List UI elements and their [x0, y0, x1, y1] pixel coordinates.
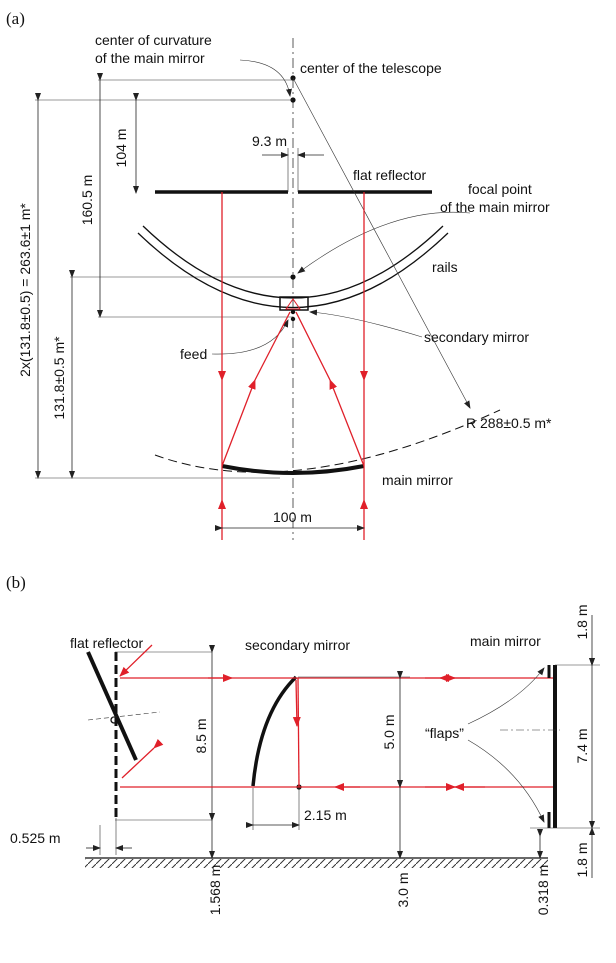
dim-50-label: 5.0 m — [381, 714, 397, 749]
feed-label: feed — [180, 346, 207, 362]
panel-b: (b) flat reflector 0.525 m 8.5 m 1.568 m… — [6, 573, 600, 915]
flat-reflector-b-label: flat reflector — [70, 635, 143, 651]
secondary-cabin — [279, 296, 309, 311]
dim-0318-label: 0.318 m — [535, 865, 551, 916]
ray-b-focus-arrow — [292, 679, 301, 727]
dim-263-label: 2x(131.8±0.5) = 263.6±1 m* — [17, 203, 33, 377]
ray-a-up-left-2 — [254, 311, 291, 381]
panel-a-label: (a) — [6, 9, 25, 28]
dim-1568-label: 1.568 m — [207, 865, 223, 916]
flaps-leader-bottom — [467, 739, 545, 823]
curvature-leader — [239, 59, 292, 97]
center-curvature-label-2: of the main mirror — [95, 50, 205, 66]
flat-reflector-label: flat reflector — [353, 167, 426, 183]
main-mirror-b-label: main mirror — [470, 633, 541, 649]
panel-a: (a) center of curvature of the main mirr… — [6, 9, 552, 540]
dim-104-label: 104 m — [113, 129, 129, 168]
rail-lower — [142, 225, 444, 299]
secondary-b-label: secondary mirror — [245, 637, 350, 653]
telescope-center-label: center of the telescope — [300, 60, 442, 76]
flaps-label: “flaps” — [425, 725, 464, 741]
dim-131-label: 131.8±0.5 m* — [51, 336, 67, 420]
secondary-cone — [285, 298, 301, 310]
radius-label: R 288±0.5 m* — [466, 415, 552, 431]
rails-label: rails — [432, 259, 458, 275]
secondary-point — [290, 316, 296, 322]
focal-leader — [297, 211, 471, 274]
flat-reflector-tilted — [86, 651, 138, 761]
main-mirror — [221, 464, 365, 475]
dim-9-3-label: 9.3 m — [252, 133, 287, 149]
ray-b-out-bottom — [121, 738, 164, 779]
secondary-mirror-curve — [251, 675, 298, 787]
panel-b-label: (b) — [6, 573, 26, 592]
curvature-circle — [154, 409, 501, 473]
dim-18-bottom-label: 1.8 m — [574, 842, 590, 877]
dim-74-label: 7.4 m — [574, 728, 590, 763]
ray-b-focus — [297, 677, 300, 788]
dim-30-label: 3.0 m — [395, 872, 411, 907]
dim-160-label: 160.5 m — [79, 175, 95, 226]
pivot-dash — [87, 711, 161, 721]
rail-upper — [137, 232, 449, 309]
secondary-leader — [309, 309, 423, 338]
dim-215-label: 2.15 m — [304, 807, 347, 823]
radius-line — [292, 77, 471, 409]
ray-a-up-right-2 — [295, 311, 331, 381]
flaps-leader-top — [467, 667, 545, 725]
dim-0525-label: 0.525 m — [10, 830, 61, 846]
center-curvature-label-1: center of curvature — [95, 32, 212, 48]
ray-a-up-right — [329, 379, 365, 467]
ray-b-in-top — [119, 644, 153, 677]
focal-label-1: focal point — [468, 181, 532, 197]
ground-hatch — [85, 859, 548, 868]
feed-leader — [211, 319, 289, 355]
main-mirror-label: main mirror — [382, 472, 453, 488]
focal-label-2: of the main mirror — [440, 199, 550, 215]
dim-18-top-label: 1.8 m — [574, 604, 590, 639]
secondary-mirror-label: secondary mirror — [424, 329, 529, 345]
dim-85-label: 8.5 m — [193, 718, 209, 753]
feed-point — [290, 309, 296, 315]
dim-100-label: 100 m — [273, 509, 312, 525]
ray-a-up-left — [221, 379, 256, 467]
focal-point — [290, 274, 296, 280]
